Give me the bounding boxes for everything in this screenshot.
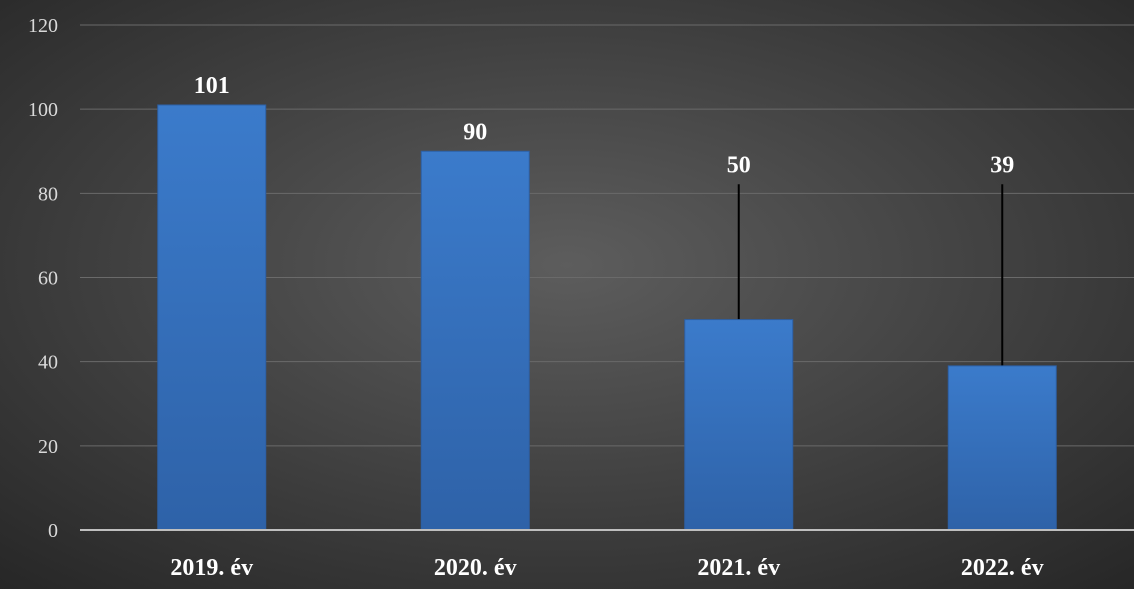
y-tick-label: 0 <box>48 520 58 542</box>
data-label: 101 <box>194 73 230 99</box>
category-label: 2022. év <box>961 555 1044 581</box>
bar <box>947 365 1057 531</box>
bar <box>157 104 267 531</box>
y-tick-label: 60 <box>38 268 58 290</box>
bar <box>684 319 794 531</box>
x-axis-categories: 2019. év 2020. év 2021. év 2022. év <box>170 555 1043 581</box>
data-labels: 101 90 50 39 <box>194 73 1015 178</box>
category-label: 2021. év <box>697 555 780 581</box>
y-tick-label: 100 <box>28 99 58 121</box>
bars <box>157 104 1057 531</box>
y-tick-label: 120 <box>28 15 58 37</box>
category-label: 2020. év <box>434 555 517 581</box>
y-axis-ticks: 0 20 40 60 80 100 120 <box>28 15 58 542</box>
leader-lines <box>737 184 1004 366</box>
y-tick-label: 80 <box>38 183 58 205</box>
category-label: 2019. év <box>170 555 253 581</box>
data-label: 50 <box>727 152 751 178</box>
data-label: 39 <box>990 152 1014 178</box>
y-tick-label: 20 <box>38 436 58 458</box>
data-label: 90 <box>463 119 487 145</box>
bar <box>420 150 530 531</box>
y-tick-label: 40 <box>38 352 58 374</box>
